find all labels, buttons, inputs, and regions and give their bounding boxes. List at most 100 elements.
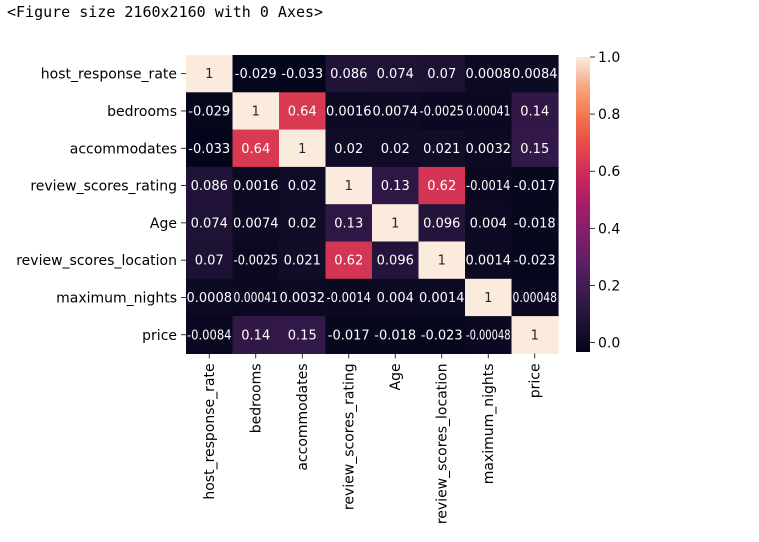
- cell-annotation: 0.0014: [419, 291, 465, 306]
- cell-annotation: 0.14: [241, 328, 270, 343]
- cell-annotation: 1: [345, 179, 353, 194]
- heatmap-cell: [232, 278, 280, 317]
- figure-size-output: <Figure size 2160x2160 with 0 Axes>: [7, 3, 324, 21]
- heatmap-cell: [418, 278, 466, 317]
- heatmap-cell: [186, 166, 234, 205]
- heatmap-cell: [511, 241, 559, 280]
- heatmap-cell: [279, 204, 327, 243]
- cell-annotation: 0.62: [334, 254, 363, 269]
- cell-annotation: 0.086: [330, 67, 367, 82]
- cell-annotation: -0.0025: [420, 104, 465, 119]
- cell-annotation: 1: [391, 216, 399, 231]
- cell-annotation: -0.029: [235, 67, 277, 82]
- cell-annotation: 0.14: [520, 104, 549, 119]
- heatmap-cell: [279, 129, 327, 168]
- x-tick-label: price: [528, 363, 544, 398]
- cell-annotation: 0.02: [334, 142, 363, 157]
- cell-annotation: 0.0008: [187, 291, 233, 306]
- heatmap-cell: [325, 166, 373, 205]
- heatmap-cell: [418, 204, 466, 243]
- x-tick-label: maximum_nights: [481, 363, 497, 484]
- x-axis-labels: host_response_rate bedrooms accommodates re…: [202, 353, 544, 524]
- heatmap-cell: [465, 316, 513, 354]
- cell-annotation: 0.021: [423, 142, 460, 157]
- heatmap-cell: [279, 92, 327, 131]
- colorbar-tick-label: 0.8: [598, 107, 620, 123]
- cell-annotation: -0.033: [188, 142, 230, 157]
- y-axis-labels: host_response_rate bedrooms accommodates re…: [16, 67, 186, 344]
- heatmap-cell: [232, 241, 280, 280]
- heatmap-cell: [232, 204, 280, 243]
- heatmap-cell: [418, 166, 466, 205]
- cell-annotation: 0.00048: [513, 291, 558, 306]
- cell-annotation: 0.0008: [466, 67, 512, 82]
- heatmap-cell: [511, 204, 559, 243]
- heatmap-cell: [372, 241, 420, 280]
- cell-annotation: 0.02: [288, 179, 317, 194]
- heatmap-cell: [511, 92, 559, 131]
- y-tick-label: review_scores_location: [16, 253, 177, 269]
- cell-annotation: 0.62: [427, 179, 456, 194]
- heatmap-cell: [186, 129, 234, 168]
- heatmap-cell: [279, 55, 327, 93]
- cell-annotation: 0.00041: [466, 104, 511, 119]
- heatmap-cell: [325, 92, 373, 131]
- heatmap-cell: [465, 204, 513, 243]
- cell-annotation: 1: [205, 67, 213, 82]
- x-tick-label: review_scores_location: [435, 363, 451, 524]
- heatmap-cell: [372, 166, 420, 205]
- y-tick-label: price: [142, 328, 177, 344]
- heatmap-cell: [511, 166, 559, 205]
- x-tick-label: bedrooms: [249, 363, 265, 433]
- heatmap-cell: [511, 316, 559, 354]
- heatmap-cell: [325, 316, 373, 354]
- heatmap-cell: [232, 55, 280, 93]
- cell-annotation: -0.023: [514, 254, 556, 269]
- heatmap-cell: [232, 92, 280, 131]
- heatmap-cell: [325, 55, 373, 93]
- cell-annotation: 0.074: [191, 216, 228, 231]
- heatmap-cell: [465, 92, 513, 131]
- cell-annotation: 0.086: [191, 179, 228, 194]
- cell-annotation: 0.004: [470, 216, 507, 231]
- x-tick-label: Age: [388, 363, 404, 390]
- cell-annotation: 1: [298, 142, 306, 157]
- heatmap-cell: [325, 204, 373, 243]
- heatmap-cell: [418, 55, 466, 93]
- cell-annotation: -0.029: [188, 104, 230, 119]
- cell-annotation: -0.00048: [466, 328, 511, 343]
- heatmap-cell: [372, 55, 420, 93]
- heatmap-cells: [186, 55, 559, 354]
- cell-annotation: 0.096: [423, 216, 460, 231]
- cell-annotation: 0.074: [377, 67, 414, 82]
- x-tick-label: host_response_rate: [202, 363, 218, 499]
- heatmap-cell: [279, 278, 327, 317]
- heatmap-cell: [465, 129, 513, 168]
- cell-annotation: 0.0016: [326, 104, 372, 119]
- cell-annotation: 1: [252, 104, 260, 119]
- cell-annotation: 0.0032: [280, 291, 326, 306]
- cell-annotation: 0.13: [381, 179, 410, 194]
- colorbar-tick-label: 0.4: [598, 221, 620, 237]
- cell-annotation: 0.13: [334, 216, 363, 231]
- y-tick-label: review_scores_rating: [30, 179, 177, 195]
- heatmap-cell: [279, 316, 327, 354]
- heatmap-cell: [511, 129, 559, 168]
- colorbar: [576, 57, 590, 352]
- cell-annotation: 0.0074: [233, 216, 279, 231]
- heatmap-cell: [418, 316, 466, 354]
- cell-annotation: -0.018: [374, 328, 416, 343]
- heatmap-cell: [325, 241, 373, 280]
- cell-annotation: 0.096: [377, 254, 414, 269]
- cell-annotation: 0.0074: [373, 104, 419, 119]
- y-tick-label: host_response_rate: [41, 67, 177, 83]
- cell-annotation: 1: [531, 328, 539, 343]
- cell-annotation: -0.017: [514, 179, 556, 194]
- heatmap-cell: [511, 278, 559, 317]
- heatmap-cell: [465, 278, 513, 317]
- heatmap-cell: [232, 316, 280, 354]
- heatmap-cell: [232, 129, 280, 168]
- cell-annotation: 0.00041: [234, 291, 279, 306]
- heatmap-annotations: 1 -0.029 -0.033 0.086 0.074 0.07 0.0008 0.0084-…: [187, 67, 558, 343]
- heatmap-cell: [372, 278, 420, 317]
